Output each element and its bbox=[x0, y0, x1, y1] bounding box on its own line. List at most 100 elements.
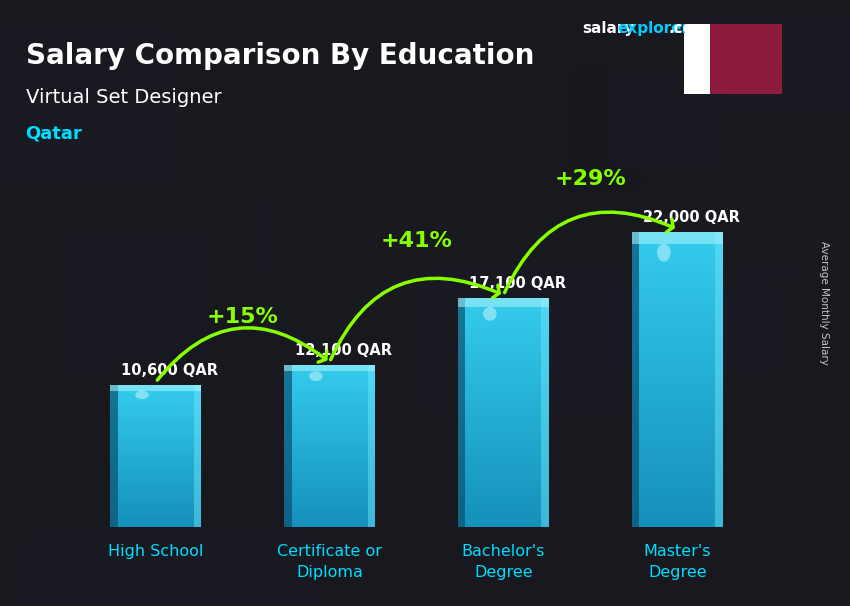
Bar bbox=[110, 480, 201, 482]
Bar bbox=[284, 500, 375, 503]
Bar bbox=[632, 360, 722, 365]
Bar bbox=[110, 385, 201, 391]
Bar bbox=[458, 413, 549, 416]
Bar bbox=[284, 462, 375, 465]
Bar bbox=[110, 439, 201, 442]
Bar bbox=[284, 378, 375, 381]
Bar bbox=[632, 483, 722, 488]
Bar bbox=[632, 409, 722, 414]
Bar bbox=[458, 431, 549, 436]
Bar bbox=[632, 444, 722, 448]
Bar bbox=[284, 441, 375, 444]
Bar bbox=[458, 390, 549, 393]
Bar bbox=[110, 518, 201, 520]
Text: +41%: +41% bbox=[381, 231, 452, 251]
Bar bbox=[284, 395, 375, 398]
Bar bbox=[284, 514, 375, 516]
Bar bbox=[458, 344, 549, 347]
Bar bbox=[632, 286, 722, 291]
Bar bbox=[632, 232, 639, 527]
Bar bbox=[110, 487, 201, 489]
Bar bbox=[284, 413, 375, 416]
Bar bbox=[458, 420, 549, 424]
Bar bbox=[284, 487, 375, 489]
Bar bbox=[632, 488, 722, 493]
Bar bbox=[458, 416, 549, 420]
Bar bbox=[110, 447, 201, 449]
Ellipse shape bbox=[135, 391, 149, 399]
Bar bbox=[284, 448, 375, 451]
Bar bbox=[110, 430, 201, 433]
Bar bbox=[284, 522, 375, 525]
Bar bbox=[632, 399, 722, 404]
Bar bbox=[110, 499, 201, 501]
Bar bbox=[632, 256, 722, 262]
Bar bbox=[110, 442, 201, 444]
Bar bbox=[110, 392, 201, 395]
Bar bbox=[458, 470, 549, 474]
Bar bbox=[284, 419, 375, 422]
Bar bbox=[458, 359, 549, 363]
Polygon shape bbox=[711, 40, 719, 47]
Bar bbox=[110, 475, 201, 478]
Bar bbox=[458, 408, 549, 413]
Bar bbox=[284, 481, 375, 484]
Bar bbox=[632, 276, 722, 281]
Bar bbox=[632, 321, 722, 325]
Bar bbox=[284, 498, 375, 500]
Bar bbox=[632, 498, 722, 502]
Bar bbox=[458, 325, 549, 328]
Bar bbox=[632, 513, 722, 518]
Bar bbox=[632, 502, 722, 508]
Text: Salary Comparison By Education: Salary Comparison By Education bbox=[26, 42, 534, 70]
Bar bbox=[110, 433, 201, 435]
Bar bbox=[110, 416, 201, 418]
Bar bbox=[284, 427, 375, 430]
Bar bbox=[458, 309, 549, 313]
Bar bbox=[110, 496, 201, 499]
Bar bbox=[110, 513, 201, 515]
Bar bbox=[458, 363, 549, 367]
Bar bbox=[632, 419, 722, 424]
Bar bbox=[284, 424, 375, 427]
Bar bbox=[458, 351, 549, 355]
Bar bbox=[458, 474, 549, 478]
Bar bbox=[110, 444, 201, 447]
Bar bbox=[458, 504, 549, 508]
Bar bbox=[110, 468, 201, 470]
Bar bbox=[632, 439, 722, 444]
Bar bbox=[110, 421, 201, 423]
Text: +15%: +15% bbox=[207, 307, 279, 327]
Bar bbox=[458, 462, 549, 466]
Polygon shape bbox=[711, 32, 719, 40]
Bar bbox=[632, 242, 722, 247]
Bar bbox=[632, 478, 722, 483]
Bar bbox=[632, 296, 722, 301]
Bar bbox=[110, 525, 201, 527]
Bar bbox=[458, 355, 549, 359]
Bar bbox=[110, 404, 201, 406]
Bar bbox=[458, 454, 549, 458]
Bar bbox=[284, 405, 375, 408]
Bar bbox=[110, 435, 201, 437]
Bar bbox=[110, 494, 201, 496]
Bar bbox=[458, 375, 549, 378]
Bar bbox=[110, 385, 201, 387]
Bar bbox=[284, 454, 375, 457]
Bar bbox=[110, 406, 201, 408]
Bar bbox=[632, 365, 722, 370]
Bar bbox=[632, 453, 722, 458]
Polygon shape bbox=[711, 47, 719, 55]
Bar bbox=[632, 379, 722, 385]
Bar bbox=[110, 504, 201, 506]
Bar bbox=[284, 465, 375, 468]
Bar bbox=[458, 516, 549, 519]
Bar bbox=[110, 395, 201, 397]
Bar bbox=[284, 400, 375, 403]
Bar bbox=[110, 449, 201, 451]
Bar bbox=[110, 456, 201, 459]
Bar bbox=[632, 518, 722, 522]
Text: explorer: explorer bbox=[617, 21, 689, 36]
Bar bbox=[284, 470, 375, 473]
Bar bbox=[110, 470, 201, 473]
